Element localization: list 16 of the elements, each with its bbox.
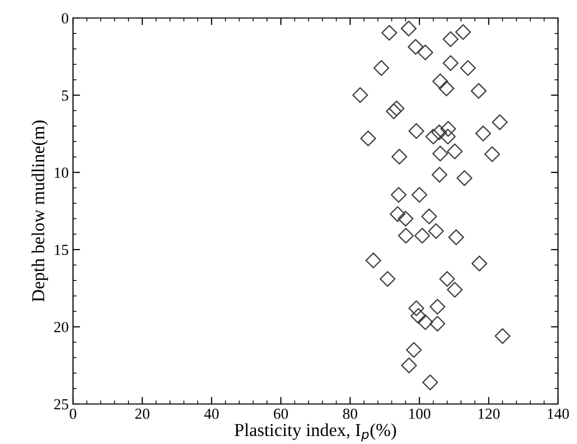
x-tick-label: 80 (343, 408, 358, 419)
y-tick-label: 10 (54, 168, 68, 178)
x-tick-label: 120 (478, 408, 500, 419)
y-tick-label: 15 (54, 244, 68, 256)
x-tick-label: 0 (70, 408, 76, 419)
x-axis-title: Plasticity index, I$_{p}$(%) (234, 423, 396, 442)
x-tick-label: 40 (204, 408, 219, 419)
y-tick-label: 5 (62, 90, 68, 101)
y-tick-label: 0 (62, 13, 68, 24)
x-tick-label: 20 (135, 408, 150, 419)
x-tick-label: 100 (409, 408, 430, 419)
x-tick-label: 140 (548, 408, 569, 419)
y-tick-label: 25 (54, 399, 68, 410)
y-tick-label: 20 (54, 322, 68, 332)
y-axis-title: Depth below mudline(m) (32, 120, 48, 302)
x-tick-label: 60 (274, 408, 288, 419)
